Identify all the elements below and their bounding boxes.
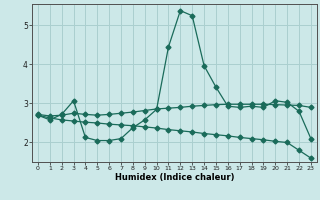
X-axis label: Humidex (Indice chaleur): Humidex (Indice chaleur) <box>115 173 234 182</box>
